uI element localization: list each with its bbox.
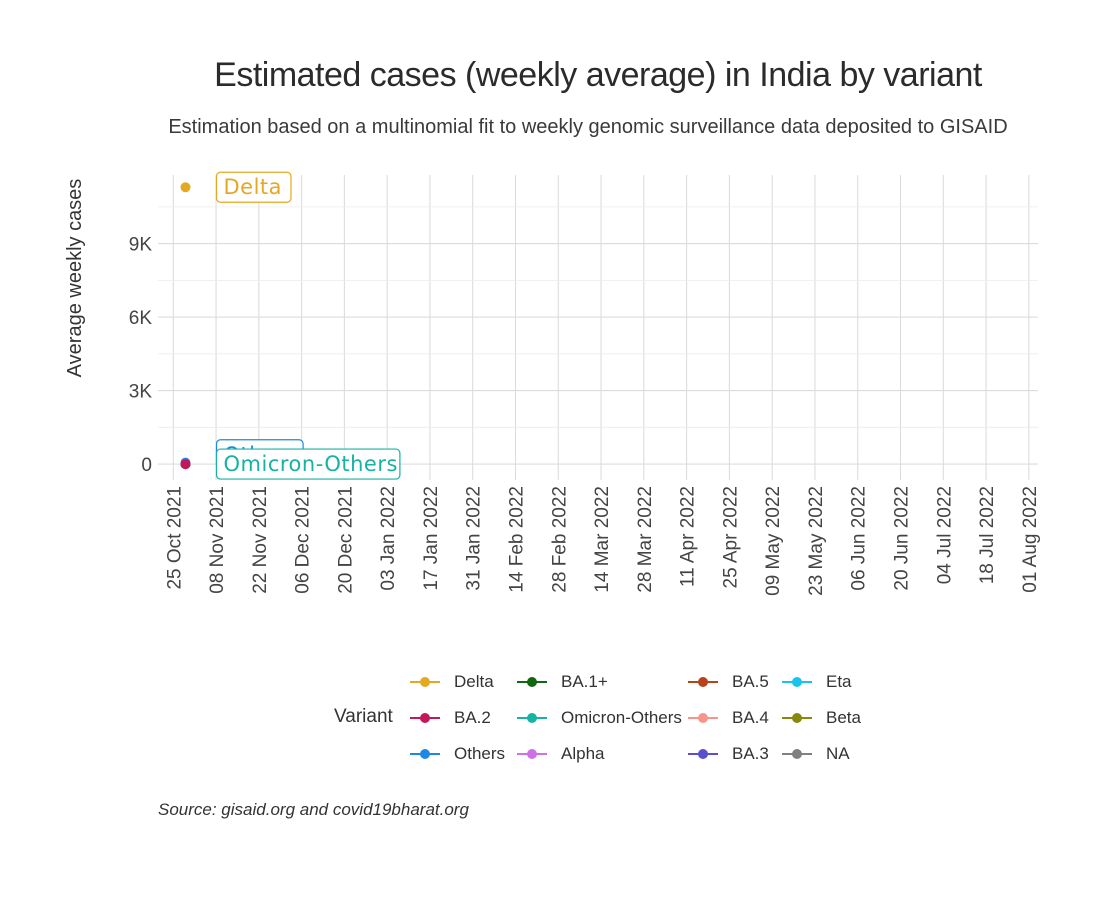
x-tick-label: 09 May 2022	[763, 486, 784, 596]
legend-item-ba-2: BA.2	[410, 706, 491, 730]
x-tick-label: 20 Dec 2021	[335, 486, 356, 594]
x-tick-label: 14 Feb 2022	[507, 486, 528, 593]
legend-item-eta: Eta	[782, 670, 852, 694]
x-tick-label: 03 Jan 2022	[378, 486, 399, 591]
legend-label: BA.1+	[561, 672, 608, 691]
x-tick-label: 01 Aug 2022	[1020, 486, 1041, 593]
legend-key	[410, 706, 440, 730]
y-tick-label: 6K	[129, 308, 153, 329]
legend-label: BA.3	[732, 744, 769, 763]
source-caption: Source: gisaid.org and covid19bharat.org	[158, 800, 469, 819]
series-label-omicron-others-box	[215, 448, 401, 480]
legend-key	[517, 670, 547, 694]
legend-key	[688, 670, 718, 694]
chart-subtitle: Estimation based on a multinomial fit to…	[168, 116, 1008, 138]
legend-item-ba-3: BA.3	[688, 742, 769, 766]
x-tick-label: 23 May 2022	[806, 486, 827, 596]
legend-key	[782, 742, 812, 766]
legend-key	[517, 742, 547, 766]
x-tick-label: 06 Dec 2021	[293, 486, 314, 594]
legend-label: Alpha	[561, 744, 605, 763]
legend-key	[782, 670, 812, 694]
legend-key	[410, 670, 440, 694]
x-tick-label: 20 Jun 2022	[892, 486, 913, 591]
legend-label: BA.2	[454, 708, 491, 727]
x-tick-label: 25 Oct 2021	[164, 486, 185, 590]
series-label-delta: Delta	[224, 175, 283, 199]
x-tick-label: 11 Apr 2022	[678, 486, 699, 587]
legend-item-ba-5: BA.5	[688, 670, 769, 694]
x-tick-label: 31 Jan 2022	[464, 486, 485, 591]
x-tick-label: 25 Apr 2022	[720, 486, 741, 588]
chart-title: Estimated cases (weekly average) in Indi…	[214, 56, 982, 94]
x-tick-label: 14 Mar 2022	[592, 486, 613, 593]
legend-key	[517, 706, 547, 730]
y-tick-label: 9K	[129, 235, 153, 256]
legend-key	[688, 742, 718, 766]
legend-label: Others	[454, 744, 506, 763]
series-label-delta-box	[215, 171, 292, 203]
series-label-omicron-others: Omicron-Others	[224, 452, 398, 476]
x-tick-label: 28 Mar 2022	[635, 486, 656, 593]
legend-item-alpha: Alpha	[517, 742, 604, 766]
legend-item-beta: Beta	[782, 706, 861, 730]
legend-title: Variant	[334, 706, 393, 727]
legend-key	[410, 742, 440, 766]
legend-item-delta: Delta	[410, 670, 494, 694]
x-tick-label: 22 Nov 2021	[250, 486, 271, 594]
x-tick-label: 08 Nov 2021	[207, 486, 228, 594]
legend-item-others: Others	[410, 742, 505, 766]
x-tick-label: 17 Jan 2022	[421, 486, 442, 591]
x-tick-label: 28 Feb 2022	[549, 486, 570, 593]
legend-label: NA	[826, 744, 850, 763]
legend-label: BA.4	[732, 708, 769, 727]
legend-label: Omicron-Others	[561, 708, 682, 727]
data-point-ba-2	[180, 459, 191, 470]
legend-label: Beta	[826, 708, 861, 727]
legend-key	[688, 706, 718, 730]
legend-label: Eta	[826, 672, 852, 691]
y-tick-label: 0	[141, 455, 152, 476]
legend-label: BA.5	[732, 672, 769, 691]
legend-key	[782, 706, 812, 730]
x-tick-label: 18 Jul 2022	[977, 486, 998, 584]
y-axis-title: Average weekly cases	[64, 179, 86, 378]
data-point-delta	[180, 182, 191, 193]
legend-item-omicron-others: Omicron-Others	[517, 706, 682, 730]
legend-item-ba-1-: BA.1+	[517, 670, 608, 694]
legend-label: Delta	[454, 672, 494, 691]
legend-item-na: NA	[782, 742, 850, 766]
legend-item-ba-4: BA.4	[688, 706, 769, 730]
x-tick-label: 04 Jul 2022	[934, 486, 955, 584]
x-tick-label: 06 Jun 2022	[849, 486, 870, 591]
y-tick-label: 3K	[129, 382, 153, 403]
